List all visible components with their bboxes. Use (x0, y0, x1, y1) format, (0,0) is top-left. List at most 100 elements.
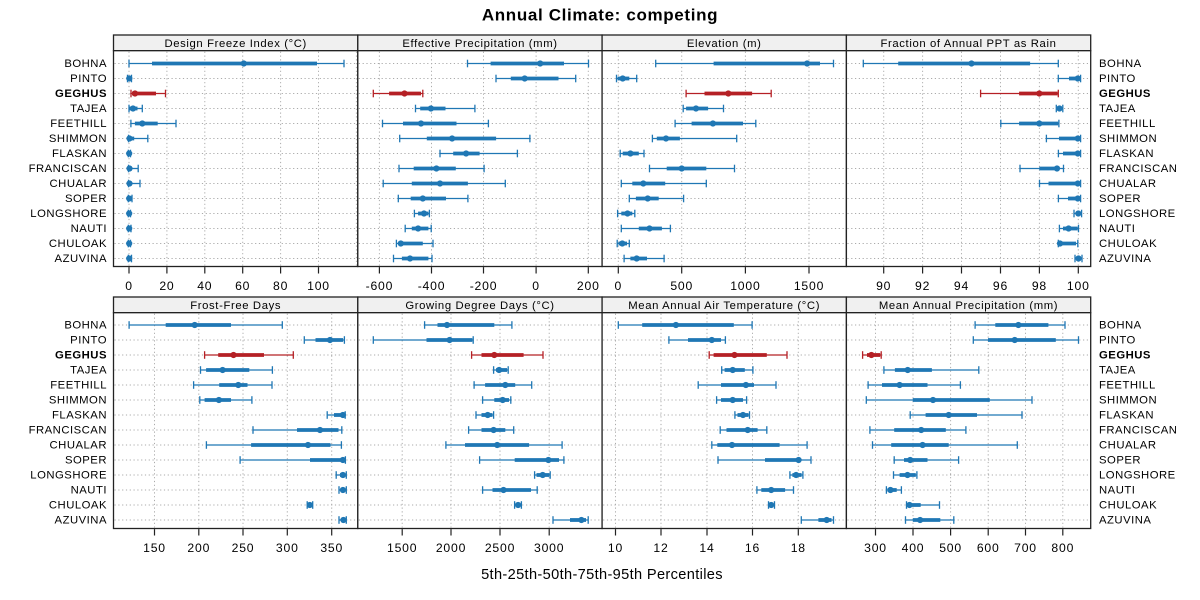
svg-text:SHIMMON: SHIMMON (49, 394, 107, 406)
svg-text:400: 400 (902, 541, 925, 555)
svg-text:BOHNA: BOHNA (64, 58, 107, 70)
svg-text:40: 40 (197, 279, 212, 293)
svg-text:PINTO: PINTO (1099, 334, 1136, 346)
svg-text:10: 10 (608, 541, 623, 555)
svg-text:CHUALAR: CHUALAR (1099, 178, 1157, 190)
svg-text:80: 80 (273, 279, 288, 293)
svg-text:Frost-Free Days: Frost-Free Days (190, 300, 281, 312)
svg-text:Elevation (m): Elevation (m) (687, 38, 762, 50)
svg-text:FEETHILL: FEETHILL (1099, 118, 1156, 130)
svg-text:NAUTI: NAUTI (71, 484, 107, 496)
svg-text:-600: -600 (366, 279, 394, 293)
svg-text:CHULOAK: CHULOAK (49, 238, 107, 250)
svg-text:96: 96 (993, 279, 1008, 293)
svg-text:SOPER: SOPER (1099, 454, 1141, 466)
svg-text:CHUALAR: CHUALAR (50, 439, 108, 451)
svg-text:TAJEA: TAJEA (1099, 364, 1136, 376)
svg-text:Mean Annual Precipitation (mm): Mean Annual Precipitation (mm) (879, 300, 1058, 312)
svg-text:SOPER: SOPER (65, 454, 107, 466)
svg-text:3000: 3000 (534, 541, 564, 555)
svg-text:0: 0 (125, 279, 133, 293)
svg-text:300: 300 (864, 541, 887, 555)
svg-text:AZUVINA: AZUVINA (55, 514, 107, 526)
svg-text:CHUALAR: CHUALAR (1099, 439, 1157, 451)
svg-text:FEETHILL: FEETHILL (50, 379, 107, 391)
svg-text:2500: 2500 (485, 541, 515, 555)
svg-text:AZUVINA: AZUVINA (55, 253, 107, 265)
svg-text:TAJEA: TAJEA (1099, 103, 1136, 115)
svg-text:Fraction of Annual PPT as Rain: Fraction of Annual PPT as Rain (880, 38, 1056, 50)
svg-text:NAUTI: NAUTI (71, 223, 107, 235)
svg-text:92: 92 (915, 279, 930, 293)
svg-text:LONGSHORE: LONGSHORE (1099, 208, 1176, 220)
svg-text:FRANCISCAN: FRANCISCAN (1099, 424, 1177, 436)
svg-text:FLASKAN: FLASKAN (52, 409, 107, 421)
svg-text:800: 800 (1051, 541, 1074, 555)
svg-text:CHULOAK: CHULOAK (1099, 499, 1157, 511)
svg-text:LONGSHORE: LONGSHORE (30, 208, 107, 220)
svg-text:BOHNA: BOHNA (1099, 319, 1142, 331)
svg-text:60: 60 (235, 279, 250, 293)
svg-text:FRANCISCAN: FRANCISCAN (1099, 163, 1177, 175)
svg-text:100: 100 (307, 279, 330, 293)
svg-text:1000: 1000 (730, 279, 760, 293)
svg-text:1500: 1500 (794, 279, 824, 293)
svg-text:FEETHILL: FEETHILL (1099, 379, 1156, 391)
svg-text:12: 12 (653, 541, 668, 555)
svg-text:Design Freeze Index (°C): Design Freeze Index (°C) (164, 38, 306, 50)
svg-text:90: 90 (876, 279, 891, 293)
svg-text:GEGHUS: GEGHUS (55, 349, 107, 361)
svg-text:GEGHUS: GEGHUS (1099, 88, 1151, 100)
svg-text:FRANCISCAN: FRANCISCAN (29, 163, 107, 175)
svg-text:SHIMMON: SHIMMON (49, 133, 107, 145)
svg-text:14: 14 (699, 541, 714, 555)
svg-text:0: 0 (615, 279, 623, 293)
svg-text:-400: -400 (418, 279, 446, 293)
svg-text:CHULOAK: CHULOAK (1099, 238, 1157, 250)
svg-text:FLASKAN: FLASKAN (1099, 148, 1154, 160)
svg-text:100: 100 (1067, 279, 1090, 293)
svg-text:PINTO: PINTO (70, 334, 107, 346)
svg-text:SOPER: SOPER (1099, 193, 1141, 205)
svg-text:PINTO: PINTO (1099, 73, 1136, 85)
svg-text:AZUVINA: AZUVINA (1099, 514, 1151, 526)
svg-text:AZUVINA: AZUVINA (1099, 253, 1151, 265)
svg-text:2000: 2000 (436, 541, 466, 555)
svg-text:SOPER: SOPER (65, 193, 107, 205)
svg-text:0: 0 (532, 279, 540, 293)
svg-text:TAJEA: TAJEA (70, 103, 107, 115)
svg-text:NAUTI: NAUTI (1099, 223, 1135, 235)
svg-text:250: 250 (232, 541, 255, 555)
svg-text:Annual Climate: competing: Annual Climate: competing (482, 6, 718, 25)
svg-text:500: 500 (670, 279, 693, 293)
svg-text:Growing Degree Days (°C): Growing Degree Days (°C) (405, 300, 554, 312)
svg-text:NAUTI: NAUTI (1099, 484, 1135, 496)
svg-text:200: 200 (187, 541, 210, 555)
svg-text:18: 18 (791, 541, 806, 555)
svg-text:300: 300 (276, 541, 299, 555)
svg-text:1500: 1500 (387, 541, 417, 555)
svg-text:98: 98 (1032, 279, 1047, 293)
svg-text:SHIMMON: SHIMMON (1099, 394, 1157, 406)
svg-text:94: 94 (954, 279, 969, 293)
svg-text:FRANCISCAN: FRANCISCAN (29, 424, 107, 436)
svg-text:150: 150 (143, 541, 166, 555)
svg-text:5th-25th-50th-75th-95th Percen: 5th-25th-50th-75th-95th Percentiles (481, 567, 723, 583)
svg-text:LONGSHORE: LONGSHORE (1099, 469, 1176, 481)
svg-text:20: 20 (159, 279, 174, 293)
svg-text:200: 200 (577, 279, 600, 293)
svg-text:350: 350 (320, 541, 343, 555)
svg-text:-200: -200 (470, 279, 498, 293)
svg-text:GEGHUS: GEGHUS (1099, 349, 1151, 361)
svg-text:BOHNA: BOHNA (1099, 58, 1142, 70)
svg-text:LONGSHORE: LONGSHORE (30, 469, 107, 481)
svg-text:BOHNA: BOHNA (64, 319, 107, 331)
svg-text:TAJEA: TAJEA (70, 364, 107, 376)
svg-text:600: 600 (977, 541, 1000, 555)
svg-text:GEGHUS: GEGHUS (55, 88, 107, 100)
svg-text:SHIMMON: SHIMMON (1099, 133, 1157, 145)
svg-text:CHULOAK: CHULOAK (49, 499, 107, 511)
svg-text:700: 700 (1014, 541, 1037, 555)
svg-text:FLASKAN: FLASKAN (1099, 409, 1154, 421)
svg-text:PINTO: PINTO (70, 73, 107, 85)
